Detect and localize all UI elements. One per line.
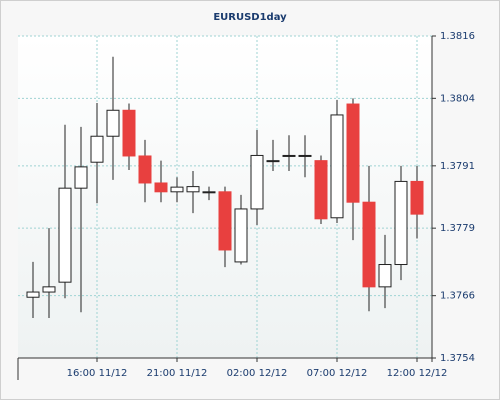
candle-body xyxy=(186,186,200,193)
candle-body xyxy=(106,109,120,137)
candle-body xyxy=(250,154,264,210)
y-tick-label: 1.3791 xyxy=(440,161,475,172)
candle-body xyxy=(410,180,424,215)
y-tick-label: 1.3804 xyxy=(440,93,475,104)
chart-title: EURUSD1day xyxy=(213,12,287,23)
y-tick-label: 1.3816 xyxy=(440,31,475,42)
candle-body xyxy=(26,291,40,298)
y-tick-label: 1.3754 xyxy=(440,353,475,364)
candle-body xyxy=(266,160,280,163)
candle-body xyxy=(170,186,184,193)
candle-body xyxy=(138,155,152,184)
x-tick-label: 16:00 11/12 xyxy=(67,368,128,379)
x-tick-label: 02:00 12/12 xyxy=(227,368,288,379)
candle-body xyxy=(346,103,360,203)
candle-body xyxy=(122,109,136,157)
candle-body xyxy=(282,154,296,157)
candle-body xyxy=(314,160,328,220)
candle-body xyxy=(378,264,392,288)
candle-body xyxy=(298,154,312,157)
x-tick-label: 21:00 11/12 xyxy=(147,368,208,379)
candle-body xyxy=(58,187,72,283)
candle-body xyxy=(202,191,216,194)
y-tick-label: 1.3779 xyxy=(440,223,475,234)
candle-body xyxy=(90,135,104,163)
candle-body xyxy=(234,208,248,263)
candle-body xyxy=(42,286,56,293)
candle-body xyxy=(394,180,408,266)
candle-body xyxy=(154,182,168,193)
y-tick-label: 1.3766 xyxy=(440,291,475,302)
candle-body xyxy=(330,114,344,219)
candle-body xyxy=(362,201,376,288)
x-tick-label: 07:00 12/12 xyxy=(307,368,368,379)
candle-body xyxy=(218,191,232,251)
x-tick-label: 12:00 12/12 xyxy=(387,368,448,379)
candle-body xyxy=(74,166,88,189)
